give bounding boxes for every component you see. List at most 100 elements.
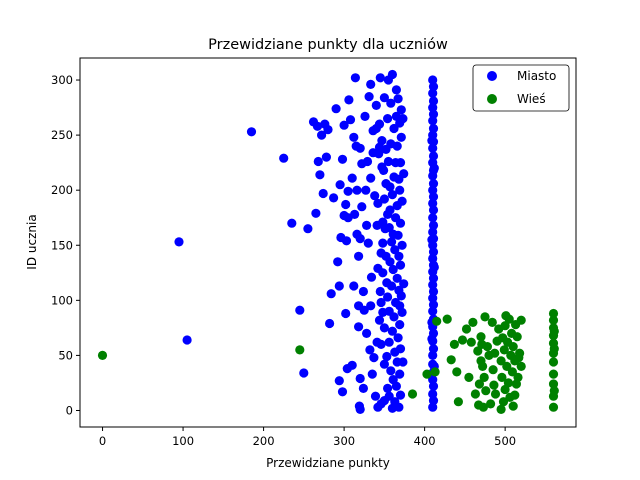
data-point bbox=[442, 314, 452, 324]
data-point bbox=[490, 348, 500, 358]
data-point bbox=[331, 104, 341, 114]
series-wies bbox=[97, 308, 559, 414]
data-point bbox=[395, 369, 405, 379]
data-point bbox=[428, 286, 439, 297]
data-point bbox=[489, 380, 499, 390]
data-point bbox=[358, 286, 368, 297]
data-point bbox=[379, 359, 389, 369]
data-point bbox=[387, 190, 397, 200]
data-point bbox=[548, 357, 559, 367]
data-point bbox=[359, 305, 369, 315]
data-point bbox=[337, 387, 348, 397]
data-point bbox=[325, 318, 335, 329]
data-point bbox=[548, 379, 559, 389]
data-point bbox=[487, 317, 497, 327]
data-point bbox=[428, 192, 439, 202]
data-point bbox=[482, 342, 492, 352]
data-point bbox=[427, 334, 437, 344]
data-point bbox=[354, 251, 364, 261]
data-point bbox=[350, 209, 360, 219]
data-point bbox=[395, 390, 406, 400]
x-tick-label: 500 bbox=[494, 434, 516, 448]
data-point bbox=[395, 344, 406, 354]
x-axis-ticks: 0 100 200 300 400 500 bbox=[99, 427, 516, 448]
data-point bbox=[428, 179, 439, 189]
legend-marker-wies bbox=[487, 94, 497, 104]
data-point bbox=[428, 213, 438, 223]
data-point bbox=[395, 185, 405, 195]
data-point bbox=[347, 173, 357, 183]
y-tick-label: 300 bbox=[51, 73, 73, 87]
data-point bbox=[382, 351, 392, 362]
data-point bbox=[374, 315, 385, 325]
data-point bbox=[393, 333, 403, 343]
data-point bbox=[344, 95, 354, 105]
data-point bbox=[393, 94, 403, 104]
data-point bbox=[510, 390, 520, 400]
data-point bbox=[486, 399, 496, 409]
data-point bbox=[379, 165, 389, 175]
data-point bbox=[394, 251, 404, 261]
legend-box bbox=[472, 64, 570, 112]
data-point bbox=[385, 182, 395, 192]
data-point bbox=[500, 321, 510, 331]
data-point bbox=[345, 115, 356, 125]
data-point bbox=[427, 235, 437, 245]
data-point bbox=[364, 92, 374, 102]
data-point bbox=[548, 308, 559, 319]
data-point bbox=[182, 335, 192, 345]
data-point bbox=[358, 383, 368, 393]
data-point bbox=[366, 173, 376, 183]
data-point bbox=[378, 268, 388, 278]
data-point bbox=[369, 353, 379, 363]
data-point bbox=[395, 218, 406, 228]
data-point bbox=[246, 127, 257, 137]
data-point bbox=[474, 379, 484, 389]
plot-area bbox=[97, 69, 559, 414]
data-point bbox=[480, 312, 490, 322]
data-point bbox=[490, 389, 501, 399]
data-point bbox=[429, 163, 439, 173]
data-point bbox=[355, 373, 365, 384]
data-point bbox=[355, 404, 365, 414]
data-point bbox=[457, 335, 468, 345]
data-point bbox=[367, 369, 377, 379]
data-point bbox=[391, 85, 401, 95]
data-point bbox=[393, 230, 403, 240]
data-point bbox=[347, 360, 357, 370]
data-point bbox=[390, 245, 400, 255]
data-point bbox=[395, 320, 405, 330]
y-axis-label: ID ucznia bbox=[25, 214, 39, 269]
data-point bbox=[384, 223, 394, 233]
data-point bbox=[335, 180, 345, 190]
data-point bbox=[428, 344, 439, 354]
data-point bbox=[387, 69, 397, 80]
y-tick-label: 150 bbox=[51, 238, 73, 252]
series-miasto bbox=[174, 69, 439, 414]
data-point bbox=[548, 315, 559, 325]
data-point bbox=[363, 238, 373, 248]
data-point bbox=[362, 328, 372, 338]
data-point bbox=[466, 337, 476, 347]
data-point bbox=[361, 185, 371, 195]
data-point bbox=[452, 367, 462, 377]
data-point bbox=[373, 198, 383, 208]
data-point bbox=[397, 307, 407, 317]
data-point bbox=[383, 292, 393, 302]
y-tick-label: 200 bbox=[51, 183, 73, 197]
data-point bbox=[508, 401, 518, 411]
data-point bbox=[362, 156, 373, 167]
data-point bbox=[379, 323, 389, 333]
data-point bbox=[313, 156, 323, 167]
data-point bbox=[303, 224, 313, 234]
data-point bbox=[343, 186, 353, 196]
data-point bbox=[464, 372, 474, 382]
data-point bbox=[349, 281, 359, 291]
data-point bbox=[479, 372, 489, 382]
data-point bbox=[461, 324, 472, 334]
data-point bbox=[379, 93, 389, 103]
x-tick-label: 400 bbox=[414, 434, 436, 448]
data-point bbox=[428, 109, 439, 119]
data-point bbox=[428, 300, 439, 310]
data-point bbox=[299, 368, 309, 378]
